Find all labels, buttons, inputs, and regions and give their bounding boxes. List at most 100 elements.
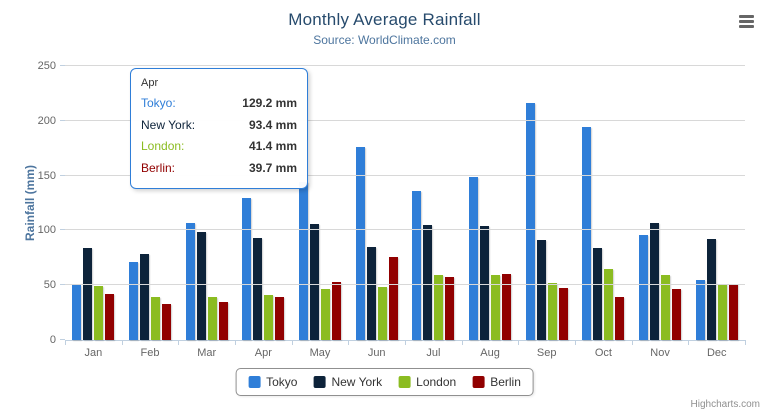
hamburger-icon xyxy=(738,14,754,28)
x-axis-tick xyxy=(65,340,66,345)
bar-berlin-jan[interactable] xyxy=(105,293,115,340)
legend-item-new-york[interactable]: New York xyxy=(313,375,382,389)
bar-new-york-may[interactable] xyxy=(310,223,320,340)
bar-tokyo-jun[interactable] xyxy=(355,147,365,340)
bar-berlin-may[interactable] xyxy=(332,282,342,340)
category-group-dec xyxy=(688,66,745,340)
legend-item-berlin[interactable]: Berlin xyxy=(472,375,521,389)
x-axis-labels: Jan Feb Mar Apr May Jun Jul Aug Sep Oct Nov Dec xyxy=(65,347,745,359)
bar-new-york-jun[interactable] xyxy=(366,247,376,340)
category-group-feb xyxy=(122,66,179,340)
x-axis-label: Dec xyxy=(706,347,727,359)
category-group-jan xyxy=(65,66,122,340)
bar-tokyo-mar[interactable] xyxy=(185,223,195,340)
tooltip-series-name: Berlin: xyxy=(141,160,176,175)
bar-london-jan[interactable] xyxy=(94,286,104,340)
export-menu-button[interactable] xyxy=(735,12,757,30)
legend-item-london[interactable]: London xyxy=(398,375,456,389)
category-group-mar xyxy=(178,66,235,340)
x-axis-label: Nov xyxy=(650,347,670,359)
category-group-oct xyxy=(575,66,632,340)
bar-tokyo-may[interactable] xyxy=(299,182,309,340)
legend-label: Tokyo xyxy=(266,375,298,389)
y-axis-tick xyxy=(60,119,65,121)
y-axis-tick xyxy=(60,339,65,340)
x-axis-label: Aug xyxy=(480,347,500,359)
bar-tokyo-jul[interactable] xyxy=(412,191,422,340)
tooltip-header: Apr xyxy=(141,77,159,89)
bar-new-york-apr[interactable] xyxy=(253,237,263,340)
bar-tokyo-oct[interactable] xyxy=(582,127,592,340)
bar-berlin-jun[interactable] xyxy=(388,257,398,340)
y-axis-tick xyxy=(60,65,65,66)
bar-london-feb[interactable] xyxy=(151,297,160,340)
bar-new-york-jul[interactable] xyxy=(423,224,433,340)
y-axis-tick xyxy=(60,174,65,176)
x-axis-tick xyxy=(348,340,350,345)
bar-berlin-sep[interactable] xyxy=(558,287,568,340)
tooltip-row: Tokyo: 129.2 mm xyxy=(141,96,297,112)
x-axis-tick xyxy=(121,340,123,345)
bar-london-dec[interactable] xyxy=(717,283,727,340)
gridline xyxy=(65,229,745,231)
bar-london-may[interactable] xyxy=(321,288,331,340)
bar-berlin-nov[interactable] xyxy=(672,288,682,340)
tooltip-series-name: New York: xyxy=(141,117,196,132)
gridline xyxy=(65,284,745,286)
bar-new-york-nov[interactable] xyxy=(650,223,660,340)
gridline xyxy=(65,119,745,121)
tooltip-series-name: London: xyxy=(141,139,185,154)
legend-item-tokyo[interactable]: Tokyo xyxy=(248,375,297,389)
bar-berlin-dec[interactable] xyxy=(728,284,738,340)
bar-new-york-aug[interactable] xyxy=(480,225,490,340)
x-axis-label: Sep xyxy=(536,347,557,359)
x-axis-tick xyxy=(745,340,746,345)
x-axis-tick xyxy=(575,340,576,345)
x-axis-label: Jan xyxy=(84,347,103,359)
bar-new-york-feb[interactable] xyxy=(140,253,149,340)
bar-london-nov[interactable] xyxy=(661,275,671,340)
bar-tokyo-jan[interactable] xyxy=(72,285,82,340)
bar-london-oct[interactable] xyxy=(604,268,614,340)
bar-london-mar[interactable] xyxy=(207,296,217,340)
plot-area: 0 50 100 150 200 250 xyxy=(38,60,746,346)
y-axis-tick xyxy=(60,284,65,286)
bar-new-york-sep[interactable] xyxy=(536,240,546,340)
category-group-jun xyxy=(348,66,405,340)
credits-link[interactable]: Highcharts.com xyxy=(690,399,760,410)
x-axis-tick xyxy=(235,340,236,345)
x-axis-tick xyxy=(461,340,463,345)
bar-berlin-feb[interactable] xyxy=(162,303,171,340)
bar-new-york-oct[interactable] xyxy=(593,248,603,340)
bar-london-apr[interactable] xyxy=(264,294,274,340)
bar-berlin-oct[interactable] xyxy=(615,297,625,340)
x-axis-label: Jun xyxy=(367,347,386,359)
x-axis-label: May xyxy=(309,347,331,359)
x-axis-label: Apr xyxy=(254,347,272,359)
bar-new-york-mar[interactable] xyxy=(196,232,206,340)
bar-berlin-apr[interactable] xyxy=(275,296,285,340)
x-axis-tick xyxy=(178,340,180,345)
bar-tokyo-sep[interactable] xyxy=(525,102,535,340)
bar-tokyo-dec[interactable] xyxy=(695,280,705,340)
bar-tokyo-aug[interactable] xyxy=(469,177,479,340)
x-axis-tick xyxy=(688,340,690,345)
bar-new-york-jan[interactable] xyxy=(83,248,93,340)
bar-berlin-aug[interactable] xyxy=(502,273,512,340)
bar-tokyo-nov[interactable] xyxy=(639,235,649,340)
tooltip-series-value: 93.4 mm xyxy=(248,117,297,132)
tooltip-series-value: 41.4 mm xyxy=(248,139,297,154)
bar-london-jun[interactable] xyxy=(377,287,387,340)
bar-berlin-mar[interactable] xyxy=(218,302,228,340)
bar-tokyo-apr[interactable] xyxy=(242,198,252,340)
category-group-sep xyxy=(518,66,575,340)
y-axis-label: 250 xyxy=(37,60,56,72)
bar-london-sep[interactable] xyxy=(547,282,557,340)
bar-berlin-jul[interactable] xyxy=(445,277,455,340)
bar-new-york-dec[interactable] xyxy=(706,238,716,340)
bar-london-aug[interactable] xyxy=(491,274,501,340)
y-axis-tick xyxy=(60,229,65,231)
bar-tokyo-feb[interactable] xyxy=(129,261,138,340)
bar-london-jul[interactable] xyxy=(434,275,444,340)
